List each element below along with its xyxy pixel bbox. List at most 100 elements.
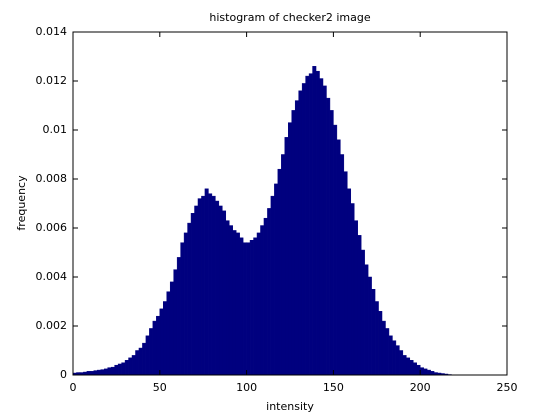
y-tick-label: 0.01: [43, 123, 68, 136]
bar: [225, 220, 230, 376]
bar: [288, 122, 292, 376]
bar: [409, 360, 414, 376]
bar: [145, 335, 150, 376]
y-tick-label: 0.008: [36, 172, 68, 185]
bar: [305, 75, 310, 376]
x-tick-label: 150: [323, 381, 344, 394]
bar: [149, 328, 154, 376]
bar: [381, 320, 386, 376]
bar: [222, 210, 227, 376]
bar: [378, 311, 383, 376]
bar: [215, 200, 220, 376]
bar: [103, 368, 108, 376]
bar: [360, 249, 365, 376]
bar: [270, 195, 275, 376]
plot-frame: [72, 31, 508, 376]
bar: [204, 188, 209, 376]
bar: [399, 350, 404, 376]
bar: [107, 367, 112, 376]
bar: [86, 371, 91, 376]
bar: [142, 342, 147, 376]
x-tick-label: 0: [70, 381, 77, 394]
bar: [110, 366, 115, 376]
y-axis-label: frequency: [15, 175, 28, 231]
bar: [183, 232, 188, 376]
bar: [152, 320, 157, 376]
bar: [138, 347, 143, 376]
bar: [308, 73, 313, 376]
bar: [190, 213, 195, 376]
bar: [194, 205, 199, 376]
bar: [371, 289, 376, 376]
bar: [253, 237, 258, 376]
bar: [347, 188, 352, 376]
bar: [159, 308, 164, 376]
bar: [208, 193, 213, 376]
bar: [128, 357, 133, 376]
bar: [249, 240, 254, 376]
bar: [322, 85, 327, 376]
x-tick-label: 50: [153, 381, 167, 394]
bar: [201, 195, 206, 376]
bar: [90, 371, 95, 376]
bar: [319, 78, 324, 376]
bar: [301, 83, 306, 376]
bar: [315, 70, 320, 376]
bar: [326, 97, 331, 376]
x-axis-label: intensity: [266, 400, 314, 413]
bar: [423, 368, 428, 376]
bar: [336, 139, 341, 376]
bar: [294, 100, 299, 376]
x-tick-label: 200: [410, 381, 431, 394]
bar: [260, 225, 265, 376]
y-tick-label: 0.004: [36, 270, 68, 283]
bar: [312, 66, 317, 376]
bar: [392, 340, 397, 376]
bar: [333, 124, 338, 376]
bar: [135, 350, 140, 376]
y-tick-label: 0: [60, 368, 67, 381]
bar: [395, 345, 400, 376]
bar: [93, 370, 98, 376]
bar: [235, 232, 240, 376]
bar: [357, 235, 362, 376]
bar: [197, 198, 202, 376]
bar: [124, 360, 129, 376]
y-tick-label: 0.014: [36, 25, 68, 38]
bar: [211, 195, 216, 376]
bar: [298, 90, 303, 376]
bar: [426, 369, 431, 376]
bar: [284, 137, 289, 376]
bar: [156, 315, 161, 376]
bar: [242, 242, 247, 376]
bar: [180, 242, 185, 376]
chart-title: histogram of checker2 image: [209, 11, 370, 24]
x-tick-label: 100: [236, 381, 257, 394]
bar: [364, 264, 369, 376]
bar: [281, 154, 286, 376]
bar: [228, 225, 233, 376]
bar: [291, 110, 296, 376]
bar: [173, 269, 178, 376]
bar: [121, 362, 126, 376]
y-tick-label: 0.002: [36, 319, 68, 332]
bar: [163, 301, 167, 376]
y-tick-label: 0.006: [36, 221, 68, 234]
bar: [131, 355, 136, 376]
bar: [385, 328, 390, 376]
bar: [239, 237, 244, 376]
bar: [117, 363, 122, 376]
bar: [277, 168, 282, 376]
bar: [246, 242, 251, 376]
bar: [350, 203, 355, 376]
bar: [388, 335, 393, 376]
bar: [274, 183, 279, 376]
bar: [329, 110, 334, 376]
bar: [263, 217, 268, 376]
x-tick-label: 250: [497, 381, 518, 394]
bar: [402, 355, 407, 376]
bar: [413, 362, 417, 376]
bar: [374, 301, 379, 376]
bar: [114, 364, 119, 376]
bar: [367, 276, 372, 376]
